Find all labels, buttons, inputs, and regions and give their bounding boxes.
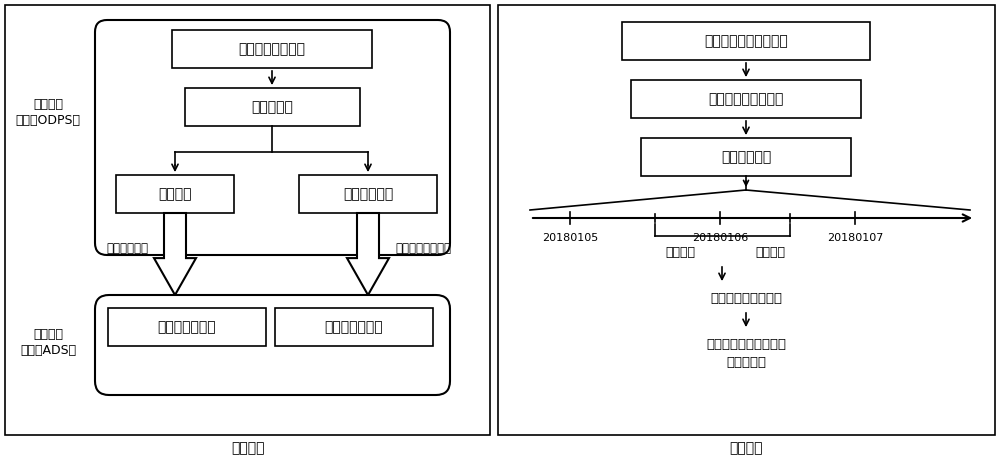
Polygon shape <box>347 213 389 295</box>
FancyBboxPatch shape <box>95 295 450 395</box>
Text: 指定查询对象和时间段: 指定查询对象和时间段 <box>704 34 788 48</box>
Text: 候选集，相似度计算: 候选集，相似度计算 <box>710 291 782 305</box>
Text: 轨迹查询: 轨迹查询 <box>665 245 695 258</box>
Bar <box>172 30 372 68</box>
Text: 签名查询: 签名查询 <box>755 245 785 258</box>
Bar <box>185 88 360 126</box>
FancyBboxPatch shape <box>95 20 450 255</box>
Text: 进行检索查询: 进行检索查询 <box>721 150 771 164</box>
Text: 离线引擎: 离线引擎 <box>33 98 63 111</box>
Bar <box>498 5 995 435</box>
Bar <box>116 175 234 213</box>
Text: （例如ODPS）: （例如ODPS） <box>16 114 80 126</box>
Bar <box>631 80 861 118</box>
Text: 定位采集日志数据: 定位采集日志数据 <box>239 42 306 56</box>
Text: 相似度精算: 相似度精算 <box>726 355 766 369</box>
Text: 20180107: 20180107 <box>827 233 883 243</box>
Text: 数据处理: 数据处理 <box>231 441 265 455</box>
Text: 同步压缩轨迹数据: 同步压缩轨迹数据 <box>395 241 451 255</box>
Text: 压缩的轨迹数据: 压缩的轨迹数据 <box>325 320 383 334</box>
Text: 数据预处理: 数据预处理 <box>251 100 293 114</box>
Text: 实时引擎: 实时引擎 <box>33 328 63 342</box>
Text: （例如ADS）: （例如ADS） <box>20 344 76 356</box>
Text: 拉取轨迹明细并且进行: 拉取轨迹明细并且进行 <box>706 338 786 350</box>
Bar <box>108 308 266 346</box>
Bar <box>622 22 870 60</box>
Text: 20180105: 20180105 <box>542 233 598 243</box>
Text: 轨迹压缩存储: 轨迹压缩存储 <box>343 187 393 201</box>
Text: 轨迹签名: 轨迹签名 <box>158 187 192 201</box>
Text: 在线检索: 在线检索 <box>729 441 763 455</box>
Bar <box>275 308 433 346</box>
Text: 获取签名和轨迹明细: 获取签名和轨迹明细 <box>708 92 784 106</box>
Text: 签名的轨迹数据: 签名的轨迹数据 <box>158 320 216 334</box>
Text: 20180106: 20180106 <box>692 233 748 243</box>
Polygon shape <box>154 213 196 295</box>
Text: 同步签名数据: 同步签名数据 <box>106 241 148 255</box>
Bar <box>5 5 490 435</box>
Bar <box>299 175 437 213</box>
Bar <box>641 138 851 176</box>
